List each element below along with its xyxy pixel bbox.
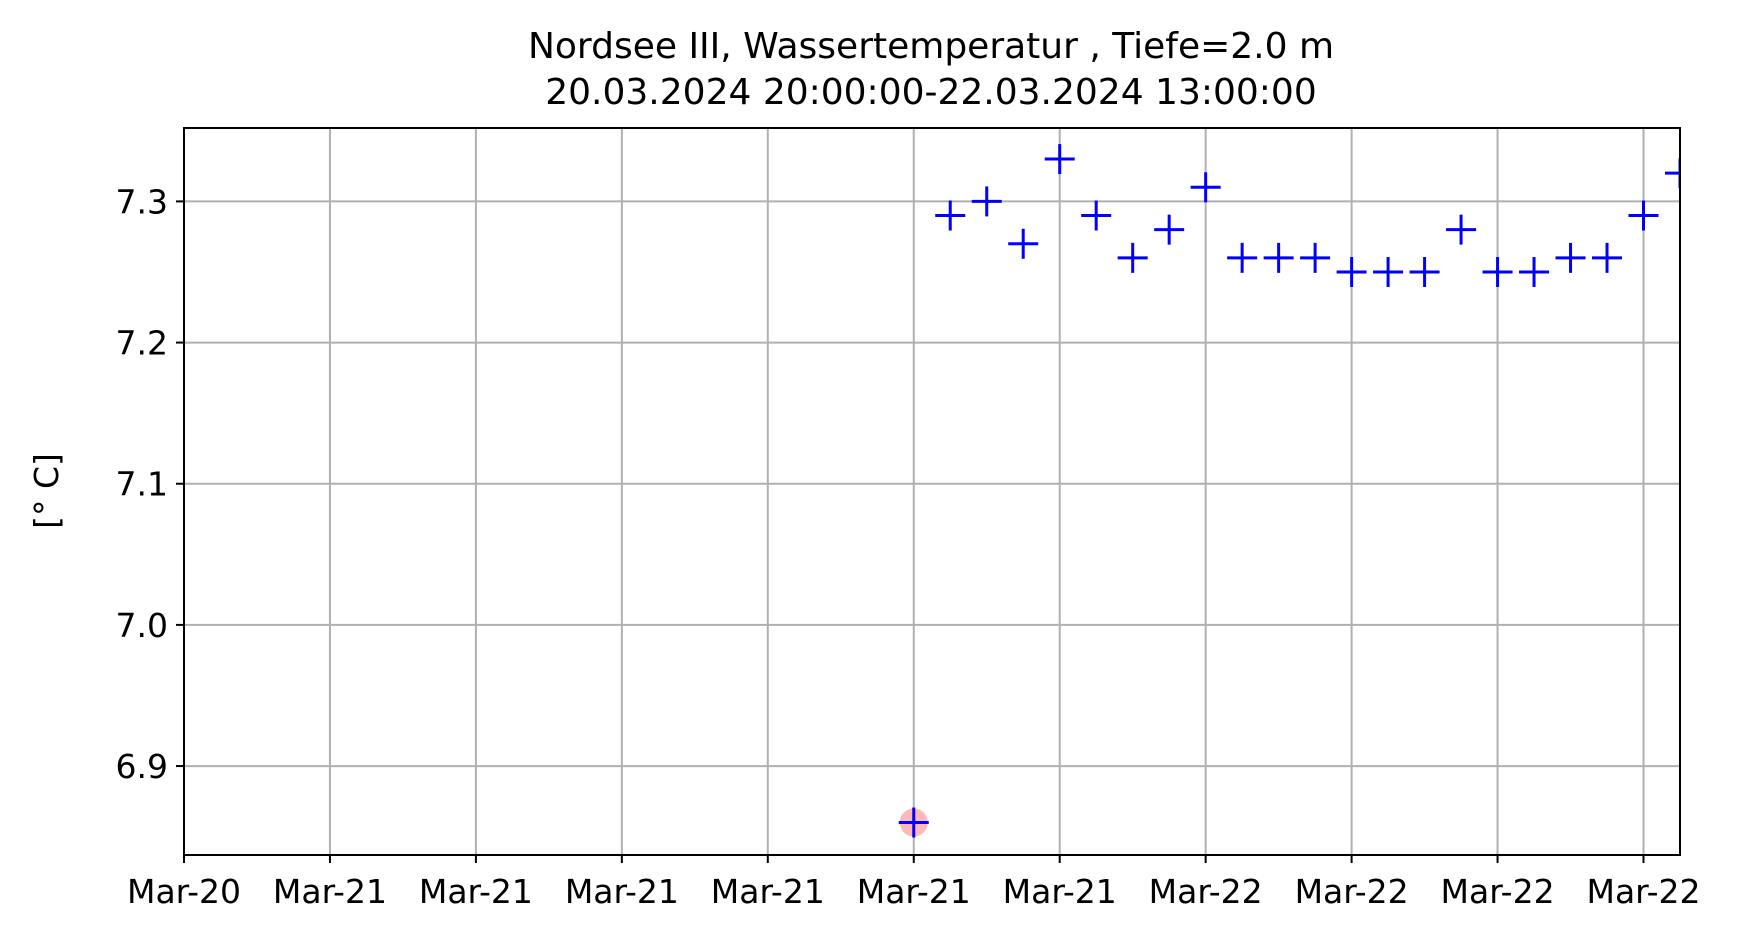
x-tick-label: Mar-21 [565, 872, 679, 911]
data-point [935, 200, 966, 231]
data-point [1227, 242, 1258, 273]
y-tick-label: 7.3 [116, 182, 168, 221]
x-tick-label: Mar-22 [1295, 872, 1409, 911]
data-point [1628, 200, 1659, 231]
data-point [1336, 256, 1367, 287]
data-point [1482, 256, 1513, 287]
plot-frame [183, 127, 1681, 856]
data-point [1446, 214, 1477, 245]
x-tick-label: Mar-22 [1149, 872, 1263, 911]
grid [183, 128, 1680, 855]
x-tick-label: Mar-21 [711, 872, 825, 911]
x-tick-label: Mar-21 [1003, 872, 1117, 911]
data-point [1409, 256, 1440, 287]
x-tick-label: Mar-21 [273, 872, 387, 911]
y-axis-label: [° C] [27, 453, 66, 529]
x-tick-label: Mar-21 [419, 872, 533, 911]
data-point [1008, 228, 1039, 259]
chart-subtitle: 20.03.2024 20:00:00-22.03.2024 13:00:00 [545, 72, 1317, 113]
x-tick-label: Mar-22 [1586, 872, 1700, 911]
data-point [1081, 200, 1112, 231]
x-axis: Mar-20 Mar-21 Mar-21 Mar-21 Mar-21 Mar-21 Mar-… [127, 855, 1701, 911]
data-point [1154, 214, 1185, 245]
x-tick-label: Mar-20 [127, 872, 241, 911]
data-point [1519, 256, 1550, 287]
y-tick-label: 7.1 [116, 465, 168, 504]
data-point [1665, 158, 1680, 189]
data-point [1263, 242, 1294, 273]
y-tick-label: 7.0 [116, 606, 168, 645]
data-point [1555, 242, 1586, 273]
chart-title: Nordsee III, Wassertemperatur , Tiefe=2.… [528, 26, 1334, 67]
y-tick-label: 6.9 [116, 747, 168, 786]
y-tick-label: 7.2 [116, 324, 168, 363]
data-point [1592, 242, 1623, 273]
x-tick-label: Mar-22 [1441, 872, 1555, 911]
y-axis: 6.9 7.0 7.1 7.2 7.3 [116, 182, 184, 786]
data-point [1117, 242, 1148, 273]
data-point [1300, 242, 1331, 273]
data-points [898, 144, 1680, 838]
data-point [971, 186, 1002, 217]
x-tick-label: Mar-21 [857, 872, 971, 911]
data-point [1044, 144, 1075, 175]
data-point [1373, 256, 1404, 287]
data-point [1190, 172, 1221, 203]
data-point [898, 807, 929, 838]
